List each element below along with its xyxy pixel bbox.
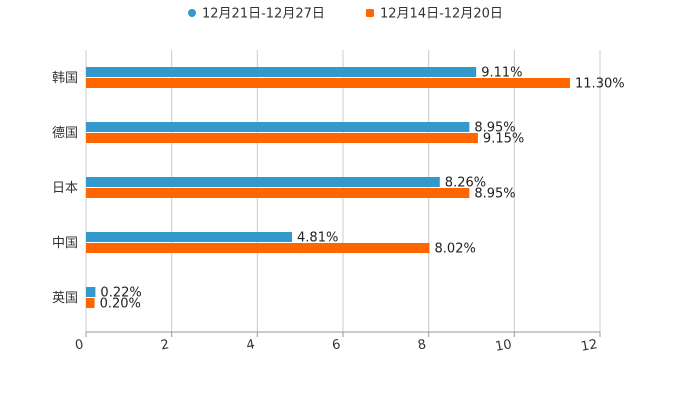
bar[interactable] <box>86 188 470 198</box>
bar[interactable] <box>86 232 293 242</box>
bar[interactable] <box>86 298 95 308</box>
legend-swatch <box>188 9 196 17</box>
bar[interactable] <box>86 287 96 297</box>
legend-item[interactable]: 12月14日-12月20日 <box>366 7 503 22</box>
category-label: 韩国 <box>52 71 78 86</box>
data-label: 11.30% <box>575 77 625 92</box>
category-label: 德国 <box>52 126 78 141</box>
x-tick-label: 6 <box>331 337 342 353</box>
data-label: 9.15% <box>483 132 524 147</box>
data-labels: 9.11%11.30%8.95%9.15%8.26%8.95%4.81%8.02… <box>100 66 625 312</box>
x-tick-label: 10 <box>494 337 513 355</box>
data-label: 8.02% <box>435 242 476 257</box>
data-label: 8.26% <box>445 176 486 191</box>
data-label: 0.22% <box>100 286 141 301</box>
category-label: 中国 <box>52 236 78 251</box>
legend-label: 12月14日-12月20日 <box>380 7 503 22</box>
bar[interactable] <box>86 67 477 77</box>
x-tick-label: 4 <box>245 337 256 353</box>
bar[interactable] <box>86 78 571 88</box>
legend-swatch <box>366 9 374 17</box>
data-label: 4.81% <box>297 231 338 246</box>
bar[interactable] <box>86 177 440 187</box>
data-label: 8.95% <box>474 121 515 136</box>
chart-legend: 12月21日-12月27日 12月14日-12月20日 <box>188 7 503 22</box>
data-label: 9.11% <box>481 66 522 81</box>
chart-bars <box>86 67 571 308</box>
bar[interactable] <box>86 122 470 132</box>
data-label: 0.20% <box>100 297 141 312</box>
category-label: 英国 <box>52 291 78 306</box>
x-tick-label: 0 <box>74 337 85 353</box>
x-tick-label: 8 <box>417 337 428 353</box>
x-tick-label: 12 <box>580 337 599 355</box>
data-label: 8.95% <box>474 187 515 202</box>
x-axis: 0 2 4 6 8 10 12 <box>74 331 601 355</box>
bar[interactable] <box>86 243 430 253</box>
legend-item[interactable]: 12月21日-12月27日 <box>188 7 325 22</box>
x-tick-label: 2 <box>160 337 171 353</box>
legend-label: 12月21日-12月27日 <box>202 7 325 22</box>
category-label: 日本 <box>52 181 78 196</box>
bar[interactable] <box>86 133 478 143</box>
